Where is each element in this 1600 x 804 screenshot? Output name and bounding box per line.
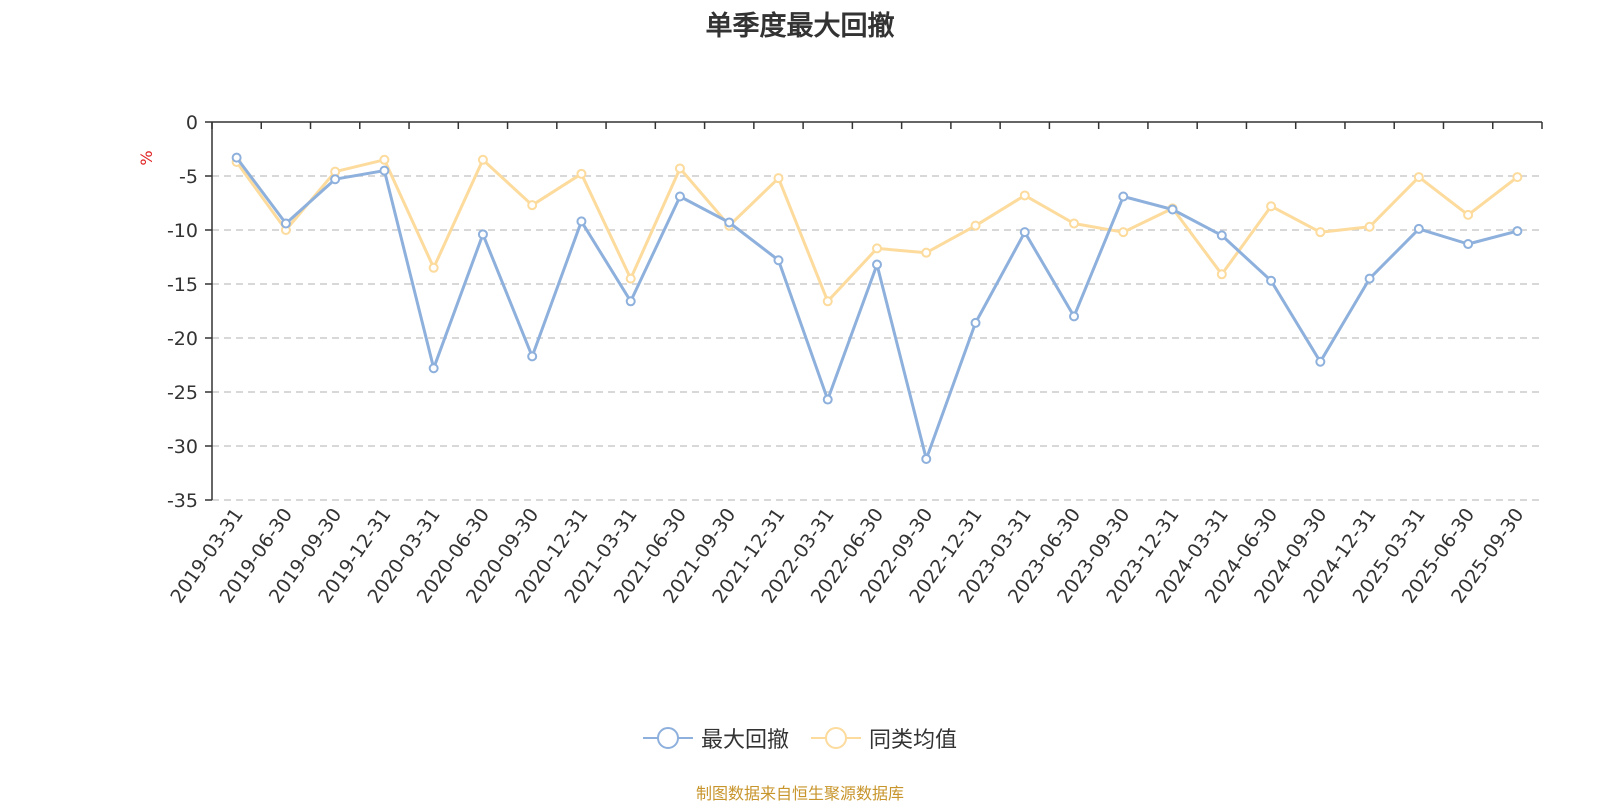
- axes: [205, 121, 1543, 501]
- data-point[interactable]: [477, 229, 488, 240]
- data-point[interactable]: [822, 296, 833, 307]
- data-point[interactable]: [1364, 273, 1375, 284]
- data-point[interactable]: [822, 394, 833, 405]
- data-point[interactable]: [921, 247, 932, 258]
- legend-label: 最大回撤: [700, 728, 789, 753]
- y-tick-label: -10: [167, 220, 198, 242]
- data-point[interactable]: [674, 163, 685, 174]
- data-point[interactable]: [1118, 227, 1129, 238]
- data-point[interactable]: [625, 273, 636, 284]
- y-tick-label: -35: [167, 490, 198, 512]
- data-point[interactable]: [1019, 227, 1030, 238]
- data-point[interactable]: [576, 168, 587, 179]
- chart-title: 单季度最大回撤: [705, 11, 895, 42]
- legend-item-max-drawdown[interactable]: 最大回撤: [642, 722, 789, 754]
- legend-line-icon: [811, 727, 861, 749]
- y-tick-label: -30: [167, 436, 198, 458]
- data-point[interactable]: [1019, 190, 1030, 201]
- data-point[interactable]: [379, 154, 390, 165]
- data-point[interactable]: [724, 217, 735, 228]
- data-point[interactable]: [330, 174, 341, 185]
- y-tick-label: -5: [179, 166, 198, 188]
- data-point[interactable]: [576, 216, 587, 227]
- data-point[interactable]: [1364, 221, 1375, 232]
- data-point[interactable]: [1216, 230, 1227, 241]
- data-point[interactable]: [1167, 204, 1178, 215]
- data-point[interactable]: [280, 218, 291, 229]
- y-tick-label: -25: [167, 382, 198, 404]
- data-point[interactable]: [872, 243, 882, 254]
- data-point[interactable]: [1315, 356, 1326, 367]
- legend: 最大回撤 同类均值: [0, 722, 1600, 754]
- data-point[interactable]: [231, 152, 242, 163]
- y-tick-label: -15: [167, 274, 198, 296]
- legend-label: 同类均值: [869, 728, 958, 753]
- data-point[interactable]: [872, 259, 882, 270]
- data-point[interactable]: [1118, 191, 1129, 202]
- data-point[interactable]: [1315, 227, 1326, 238]
- data-point[interactable]: [1266, 201, 1277, 212]
- series-line-0: [235, 156, 1518, 461]
- y-tick-label: 0: [186, 112, 198, 134]
- data-point[interactable]: [1069, 218, 1080, 229]
- data-point[interactable]: [1413, 172, 1424, 183]
- data-point[interactable]: [970, 317, 981, 328]
- data-point[interactable]: [970, 220, 981, 231]
- y-tick-label: -20: [167, 328, 198, 350]
- data-point[interactable]: [1216, 269, 1227, 280]
- data-point[interactable]: [773, 173, 784, 184]
- data-point[interactable]: [773, 255, 784, 266]
- grid-lines: [212, 175, 1542, 501]
- data-point[interactable]: [379, 165, 390, 176]
- data-point[interactable]: [477, 154, 488, 165]
- series-lines: [231, 152, 1523, 464]
- data-point[interactable]: [1512, 172, 1523, 183]
- data-point[interactable]: [1413, 223, 1424, 234]
- data-point[interactable]: [1266, 275, 1277, 286]
- data-point[interactable]: [625, 296, 636, 307]
- data-point[interactable]: [1463, 209, 1474, 220]
- data-point[interactable]: [1069, 311, 1080, 322]
- data-source-note: 制图数据来自恒生聚源数据库: [695, 784, 904, 803]
- data-point[interactable]: [428, 363, 439, 374]
- legend-line-icon: [642, 727, 693, 749]
- data-point[interactable]: [921, 453, 932, 464]
- data-point[interactable]: [1512, 226, 1523, 237]
- data-point[interactable]: [428, 262, 439, 273]
- data-point[interactable]: [674, 191, 685, 202]
- y-axis-unit: %: [137, 150, 156, 165]
- legend-item-peer-average[interactable]: 同类均值: [811, 722, 957, 754]
- data-point[interactable]: [527, 351, 538, 362]
- data-point[interactable]: [527, 200, 538, 211]
- data-point[interactable]: [1463, 239, 1474, 250]
